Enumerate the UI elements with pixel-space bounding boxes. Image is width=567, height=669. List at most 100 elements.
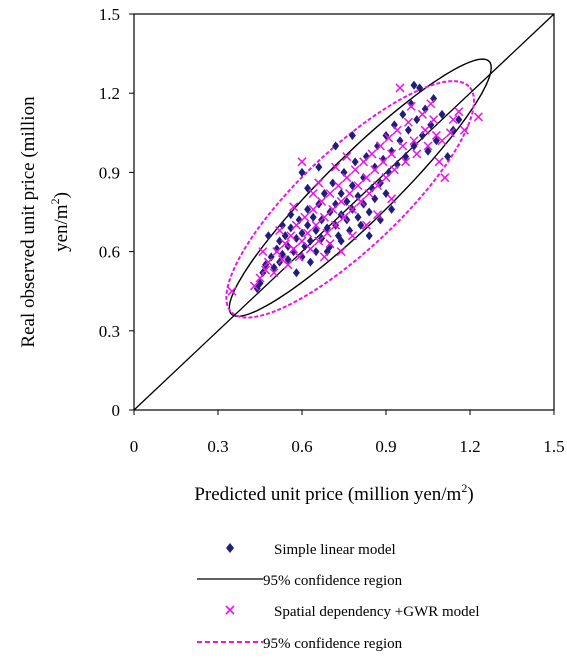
point-simple-linear: [402, 152, 410, 162]
point-gwr: [261, 265, 271, 275]
point-gwr: [409, 136, 419, 146]
point-simple-linear: [388, 204, 396, 214]
point-simple-linear: [312, 247, 320, 257]
point-gwr: [308, 204, 318, 214]
point-gwr: [291, 220, 301, 230]
point-gwr: [434, 157, 444, 167]
point-gwr: [336, 247, 346, 257]
point-simple-linear: [348, 130, 356, 140]
confidence-ellipses: [225, 58, 492, 319]
point-gwr: [387, 194, 397, 204]
point-simple-linear: [368, 183, 376, 193]
point-simple-linear: [351, 157, 359, 167]
point-simple-linear: [315, 162, 323, 172]
point-gwr: [283, 260, 293, 270]
point-simple-linear: [365, 231, 373, 241]
point-simple-linear: [396, 136, 404, 146]
point-gwr: [398, 141, 408, 151]
point-gwr: [417, 109, 427, 119]
point-simple-linear: [312, 225, 320, 235]
point-simple-linear: [276, 236, 284, 246]
point-gwr: [258, 247, 268, 257]
point-simple-linear: [376, 215, 384, 225]
point-simple-linear: [455, 115, 463, 125]
y-tick-label: 1.5: [99, 5, 120, 24]
point-gwr: [308, 188, 318, 199]
point-gwr: [294, 252, 304, 262]
point-simple-linear: [278, 220, 286, 230]
point-simple-linear: [390, 120, 398, 130]
point-gwr: [473, 112, 483, 122]
point-gwr: [317, 196, 327, 206]
point-gwr: [356, 196, 366, 206]
point-simple-linear: [340, 167, 348, 177]
point-simple-linear: [287, 210, 295, 220]
point-gwr: [384, 133, 394, 143]
y-axis-ticks: 0 0.3 0.6 0.9 1.2 1.5: [99, 5, 134, 420]
point-simple-linear: [298, 252, 306, 262]
point-gwr: [401, 157, 411, 167]
point-simple-linear: [410, 80, 418, 90]
x-tick-label: 0.6: [291, 437, 312, 456]
legend-label-simple-linear: Simple linear model: [274, 542, 396, 558]
point-gwr: [249, 281, 259, 291]
y-axis-title: Real observed unit price (million yen/m2…: [18, 96, 72, 348]
point-gwr: [420, 125, 430, 135]
point-simple-linear: [304, 220, 312, 230]
point-simple-linear: [388, 146, 396, 156]
point-gwr: [361, 173, 371, 183]
point-simple-linear: [360, 173, 368, 183]
point-gwr: [325, 239, 335, 249]
point-simple-linear: [320, 189, 328, 199]
y-tick-label: 0.6: [99, 243, 120, 262]
point-gwr: [289, 244, 299, 254]
point-simple-linear: [374, 141, 382, 151]
point-simple-linear: [365, 207, 373, 217]
x-tick-label: 0: [130, 437, 139, 456]
point-simple-linear: [323, 247, 331, 257]
point-gwr: [303, 228, 313, 238]
point-gwr: [325, 188, 335, 199]
scatter-points: [227, 80, 483, 296]
point-gwr: [445, 128, 455, 138]
x-axis-ticks: 0 0.3 0.6 0.9 1.2 1.5: [130, 410, 565, 456]
point-gwr: [311, 220, 321, 230]
point-simple-linear: [278, 249, 286, 259]
point-simple-linear: [432, 136, 440, 146]
point-gwr: [392, 125, 402, 135]
point-simple-linear: [323, 223, 331, 233]
legend-item-gwr: Spatial dependency +GWR model: [225, 604, 480, 620]
point-gwr: [319, 212, 329, 222]
point-gwr: [367, 149, 377, 159]
point-gwr: [437, 136, 447, 146]
point-gwr: [331, 220, 341, 230]
point-gwr: [297, 236, 307, 246]
point-gwr: [395, 83, 405, 93]
point-gwr: [297, 157, 307, 167]
point-simple-linear: [287, 223, 295, 233]
legend-item-ci-gwr: 95% confidence region: [197, 636, 403, 652]
point-simple-linear: [332, 141, 340, 151]
point-gwr: [347, 204, 357, 214]
point-simple-linear: [362, 152, 370, 162]
x-axis-title: Predicted unit price (million yen/m2): [194, 481, 473, 505]
point-gwr: [370, 165, 380, 175]
reference-line: [133, 13, 555, 411]
point-gwr: [378, 157, 388, 167]
x-tick-label: 0.9: [375, 437, 396, 456]
point-simple-linear: [393, 159, 401, 169]
point-gwr: [275, 225, 285, 236]
y-axis-title-line2: yen/m2): [48, 192, 72, 252]
point-gwr: [350, 165, 360, 175]
point-gwr: [347, 231, 357, 241]
legend-item-ci-simple: 95% confidence region: [197, 573, 403, 589]
point-gwr: [353, 181, 363, 191]
point-gwr: [359, 157, 369, 167]
point-simple-linear: [348, 181, 356, 191]
point-simple-linear: [298, 228, 306, 238]
y-axis-title-line1: Real observed unit price (million: [18, 96, 39, 348]
point-simple-linear: [385, 167, 393, 177]
point-gwr: [426, 99, 436, 109]
point-gwr: [440, 173, 450, 183]
